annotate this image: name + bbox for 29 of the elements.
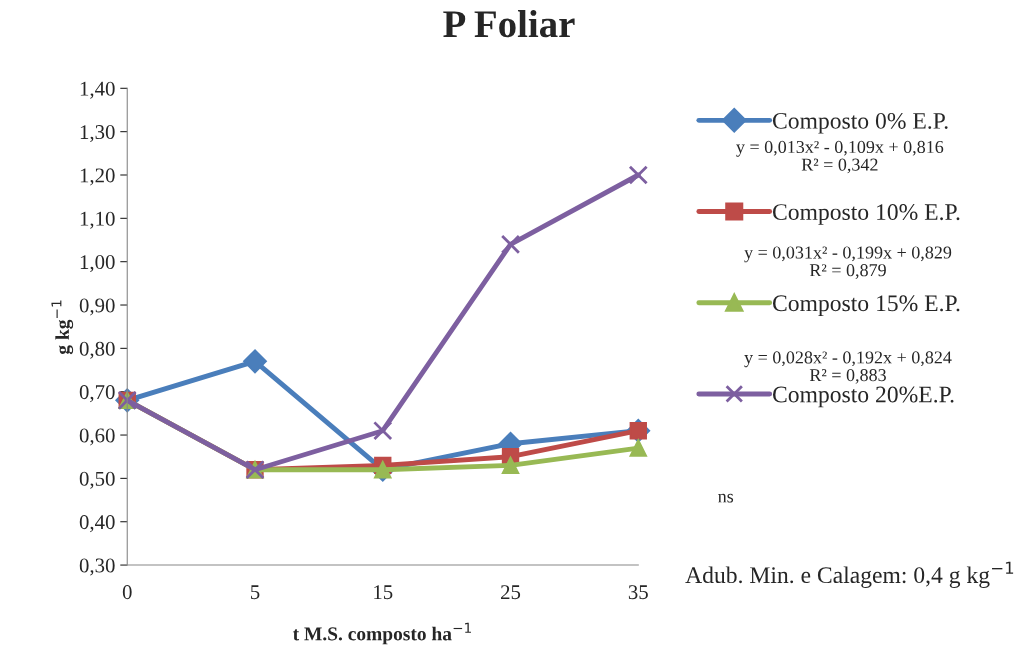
y-tick-label: 1,10	[80, 211, 115, 229]
chart-title: P Foliar	[443, 9, 575, 38]
y-tick-label: 1,20	[80, 168, 115, 186]
legend-label: Composto 0% E.P.	[773, 112, 948, 134]
text: Adub. Min. e Calagem: 0,4 g kg$^{−1}$	[685, 561, 1014, 588]
x-tick-label: 35	[628, 585, 648, 600]
y-tick-label: 0,30	[79, 558, 115, 576]
y-tick-label: 0,70	[79, 385, 115, 403]
text: y = 0,013x² - 0,109x + 0,816 R² = 0,342	[736, 140, 944, 174]
y-tick-label: 0,80	[79, 341, 115, 359]
x-tick-label: 5	[251, 585, 260, 600]
x-tick-label: 15	[374, 585, 393, 600]
text: ns	[718, 493, 734, 503]
y-tick-label: 0,40	[79, 515, 115, 533]
x-tick-label: 0	[122, 585, 132, 600]
legend-label: Composto 15% E.P.	[773, 295, 960, 317]
text: y = 0,028x² - 0,192x + 0,824 R² = 0,883	[744, 351, 952, 384]
text: y = 0,031x² - 0,199x + 0,829 R² = 0,879	[744, 246, 952, 279]
x-tick-label: 25	[501, 585, 521, 600]
y-tick-label: 1,30	[80, 125, 115, 143]
legend-label: Composto 20%E.P.	[773, 386, 954, 408]
y-tick-label: 0,90	[79, 298, 115, 316]
y-tick-label: 0,50	[79, 471, 115, 489]
x-axis-title: t M.S. composto ha$^{−1}$	[292, 622, 471, 645]
legend-label: Composto 10% E.P.	[773, 204, 960, 225]
y-tick-label: 0,60	[79, 428, 115, 446]
y-tick-label: 1,00	[80, 255, 115, 273]
y-axis-title: g kg$^{−1}$	[51, 300, 74, 355]
y-tick-label: 1,40	[80, 81, 115, 99]
